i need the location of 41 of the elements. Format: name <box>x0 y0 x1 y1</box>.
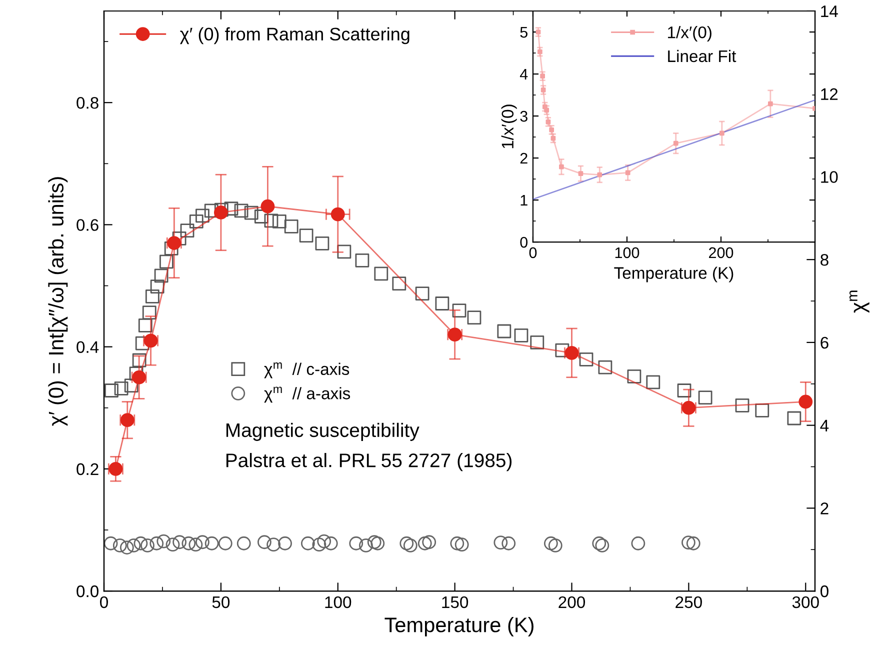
y2-axis-title: χ$^{m}$ <box>849 290 870 313</box>
legend-label: 1/x′(0) <box>668 26 712 42</box>
y-tick-label: 0.8 <box>76 96 98 109</box>
y2-tick-label: 0 <box>820 585 828 598</box>
y2-tick-label: 10 <box>821 171 838 183</box>
x-tick-label: 200 <box>709 247 734 258</box>
y2-tick-label: 8 <box>820 254 828 266</box>
x-tick-label: 250 <box>676 596 702 608</box>
y-axis-title: 1/x′(0) <box>501 104 517 148</box>
y-tick-label: 4 <box>520 69 528 80</box>
y-tick-label: 3 <box>520 110 528 122</box>
y-axis-title: χ′ (0) = Int[χ″/ω] (arb. units) <box>48 177 68 426</box>
y2-tick-label: 2 <box>820 502 828 514</box>
legend-label: χ$^{m}$ // c-axis <box>264 362 350 378</box>
legend-label: χ′ (0) from Raman Scattering <box>180 27 410 44</box>
y-tick-label: 0.2 <box>76 463 98 476</box>
x-tick-label: 100 <box>615 247 640 258</box>
x-tick-label: 50 <box>212 596 230 608</box>
annotation: Palstra et al. PRL 55 2727 (1985) <box>226 452 512 472</box>
x-tick-label: 150 <box>442 596 468 608</box>
y2-tick-label: 12 <box>821 88 838 100</box>
y-tick-label: 0.0 <box>76 585 98 598</box>
legend-label: χ$^{m}$ // a-axis <box>264 386 350 403</box>
y2-tick-label: 14 <box>821 6 838 18</box>
x-tick-label: 0 <box>100 596 108 608</box>
x-tick-label: 200 <box>558 596 586 608</box>
x-axis-title: Temperature (K) <box>614 266 734 282</box>
x-tick-label: 300 <box>792 596 819 608</box>
x-tick-label: 0 <box>529 247 537 258</box>
x-tick-label: 100 <box>325 596 352 608</box>
x-axis-title: Temperature (K) <box>384 616 534 636</box>
y-tick-label: 0 <box>520 236 528 248</box>
y2-tick-label: 4 <box>820 420 829 432</box>
y2-tick-label: 6 <box>820 336 828 349</box>
y-tick-label: 5 <box>520 27 528 38</box>
y-tick-label: 2 <box>520 152 528 164</box>
y-tick-label: 0.6 <box>76 219 98 231</box>
y-tick-label: 1 <box>520 195 528 206</box>
y-tick-label: 0.4 <box>76 341 99 354</box>
legend-label: Linear Fit <box>668 50 736 62</box>
annotation: Magnetic susceptibility <box>226 422 420 441</box>
